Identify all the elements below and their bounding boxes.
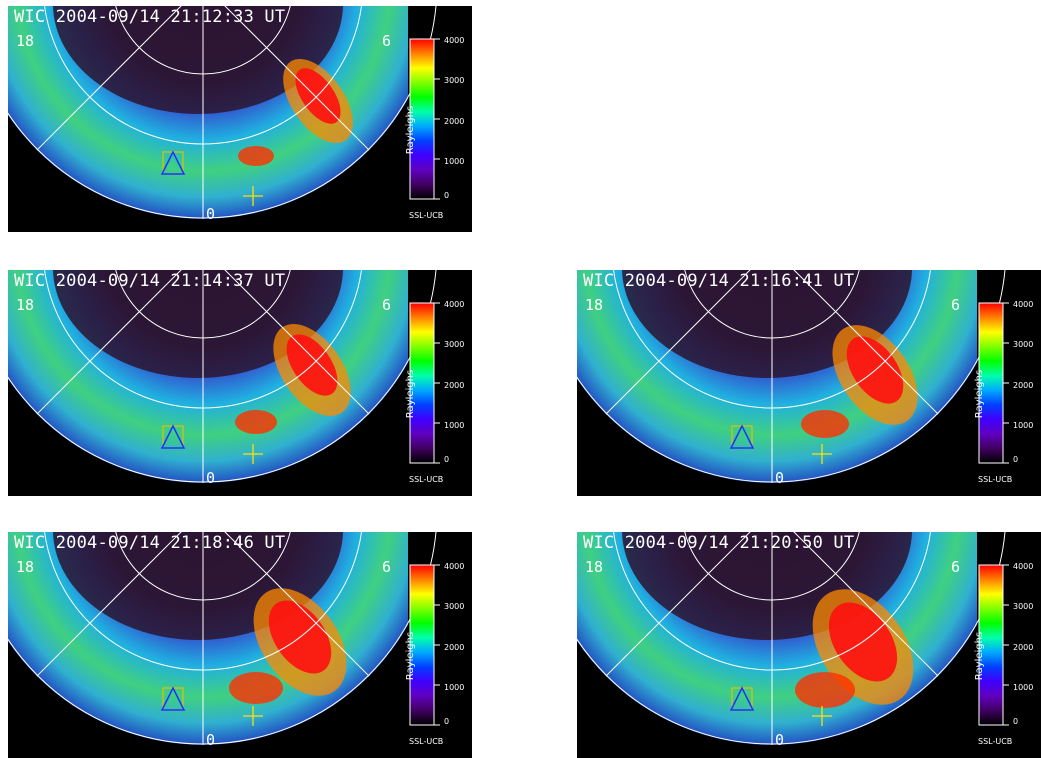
image-panel-4: WIC 2004-09/14 21:18:46 UT 18 6 0 4000 3… [8, 532, 472, 758]
auroral-image-2 [8, 270, 440, 483]
colorbar-unit-label: Rayleighs [974, 369, 985, 419]
mlt-label-0: 0 [206, 205, 216, 223]
colorbar-tick-1000: 1000 [444, 683, 465, 692]
polar-projection [577, 270, 1007, 483]
mlt-label-6: 6 [382, 558, 392, 576]
mlt-label-0: 0 [206, 469, 216, 487]
mlt-meridian [771, 270, 939, 415]
image-panel-2: WIC 2004-09/14 21:14:37 UT 18 6 0 4000 3… [8, 270, 472, 496]
mlt-label-0: 0 [206, 731, 216, 749]
credit-label: SSL-UCB [409, 211, 444, 220]
aurora-substorm-spot [238, 146, 274, 166]
image-panel-1: WIC 2004-09/14 21:12:33 UT 18 6 0 4000 3… [8, 6, 472, 232]
colorbar-tick-1000: 1000 [444, 421, 465, 430]
colorbar-min-label: 0 [1013, 455, 1019, 464]
mlt-meridian [36, 6, 204, 151]
mlt-label-18: 18 [585, 558, 604, 576]
colorbar-min-label: 0 [444, 191, 450, 200]
mlt-meridian [605, 532, 773, 677]
mlt-meridian [202, 532, 370, 677]
auroral-image-3 [577, 270, 1009, 483]
panel-title-5: WIC 2004-09/14 21:20:50 UT [583, 533, 855, 553]
colorbar-unit-label: Rayleighs [405, 105, 416, 155]
mlt-label-6: 6 [951, 296, 961, 314]
station-triangle-marker [160, 150, 186, 175]
mlt-meridian [36, 532, 204, 677]
polar-projection [8, 6, 438, 219]
credit-label: SSL-UCB [409, 475, 444, 484]
aurora-substorm-spot [235, 410, 277, 434]
polar-cap [622, 270, 912, 378]
auroral-image-5 [577, 532, 1009, 745]
colorbar-tick-3000: 3000 [1013, 602, 1034, 611]
polar-projection [8, 270, 438, 483]
mlt-label-0: 0 [775, 469, 785, 487]
credit-label: SSL-UCB [978, 737, 1013, 746]
polar-cap [622, 532, 912, 640]
mlt-label-18: 18 [16, 296, 35, 314]
mlt-meridian [36, 270, 204, 415]
colorbar-tick-2000: 2000 [444, 381, 465, 390]
auroral-image-4 [8, 532, 440, 745]
panel-title-3: WIC 2004-09/14 21:16:41 UT [583, 271, 855, 291]
colorbar-max-label: 4000 [444, 36, 465, 45]
station-triangle-marker [160, 686, 186, 711]
colorbar-tick-3000: 3000 [1013, 340, 1034, 349]
colorbar-max-label: 4000 [1013, 562, 1034, 571]
station-triangle-marker [729, 686, 755, 711]
polar-cap [53, 270, 343, 378]
image-panel-5: WIC 2004-09/14 21:20:50 UT 18 6 0 4000 3… [577, 532, 1041, 758]
colorbar-min-label: 0 [444, 717, 450, 726]
colorbar-tick-2000: 2000 [444, 117, 465, 126]
colorbar-tick-1000: 1000 [1013, 683, 1034, 692]
polar-projection [8, 532, 438, 745]
credit-label: SSL-UCB [978, 475, 1013, 484]
station-triangle-marker [729, 424, 755, 449]
colorbar-tick-3000: 3000 [444, 602, 465, 611]
colorbar-unit-label: Rayleighs [974, 631, 985, 681]
colorbar [409, 564, 435, 726]
image-panel-3: WIC 2004-09/14 21:16:41 UT 18 6 0 4000 3… [577, 270, 1041, 496]
colorbar-max-label: 4000 [444, 562, 465, 571]
auroral-image-1 [8, 6, 440, 219]
mlt-label-18: 18 [16, 32, 35, 50]
polar-cap [53, 532, 343, 640]
panel-title-1: WIC 2004-09/14 21:12:33 UT [14, 7, 286, 27]
colorbar [978, 302, 1004, 464]
aurora-substorm-spot [795, 672, 855, 708]
colorbar-min-label: 0 [444, 455, 450, 464]
mlt-meridian [202, 6, 370, 151]
colorbar-tick-2000: 2000 [1013, 643, 1034, 652]
mlt-label-18: 18 [16, 558, 35, 576]
mlt-meridian [605, 270, 773, 415]
colorbar-tick-1000: 1000 [444, 157, 465, 166]
mlt-meridian [202, 270, 370, 415]
panel-title-4: WIC 2004-09/14 21:18:46 UT [14, 533, 286, 553]
mlt-label-18: 18 [585, 296, 604, 314]
mlt-meridian [771, 532, 939, 677]
colorbar-unit-label: Rayleighs [405, 631, 416, 681]
credit-label: SSL-UCB [409, 737, 444, 746]
colorbar-tick-3000: 3000 [444, 76, 465, 85]
colorbar-max-label: 4000 [444, 300, 465, 309]
aurora-substorm-spot [801, 410, 849, 438]
colorbar-tick-2000: 2000 [444, 643, 465, 652]
station-triangle-marker [160, 424, 186, 449]
colorbar-tick-3000: 3000 [444, 340, 465, 349]
colorbar [409, 302, 435, 464]
polar-projection [577, 532, 1007, 745]
mlt-label-6: 6 [382, 296, 392, 314]
mlt-label-6: 6 [951, 558, 961, 576]
polar-cap [53, 6, 343, 114]
colorbar [978, 564, 1004, 726]
colorbar-min-label: 0 [1013, 717, 1019, 726]
colorbar-unit-label: Rayleighs [405, 369, 416, 419]
mlt-label-6: 6 [382, 32, 392, 50]
aurora-substorm-spot [229, 672, 283, 704]
colorbar-tick-1000: 1000 [1013, 421, 1034, 430]
colorbar-tick-2000: 2000 [1013, 381, 1034, 390]
mlt-label-0: 0 [775, 731, 785, 749]
colorbar-max-label: 4000 [1013, 300, 1034, 309]
panel-title-2: WIC 2004-09/14 21:14:37 UT [14, 271, 286, 291]
